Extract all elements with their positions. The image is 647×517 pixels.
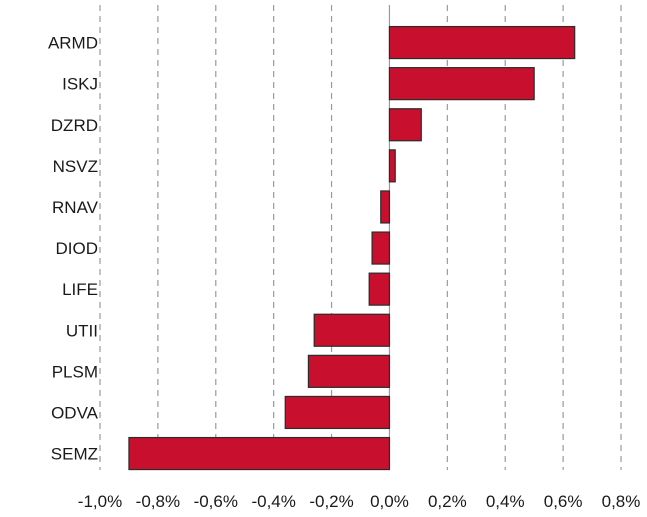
category-label: ISKJ [62,75,98,94]
category-label: NSVZ [53,157,98,176]
category-label: SEMZ [51,445,98,464]
x-tick-label: -0,6% [194,492,238,511]
category-label: DZRD [51,116,98,135]
x-tick-label: 0,0% [370,492,409,511]
category-label: DIOD [56,239,99,258]
bar-utii [313,313,391,347]
bar-armd [388,25,576,60]
bar-semz [128,436,391,471]
bar-diod [371,231,391,265]
bars [128,25,576,471]
x-tick-label: 0,4% [486,492,525,511]
x-tick-label: -0,8% [136,492,180,511]
bar-rnav [380,190,391,224]
category-label: ARMD [48,34,98,53]
bar-life [368,272,391,306]
bar-iskj [388,67,535,101]
bar-plsm [307,354,391,388]
bar-nsvz [388,149,396,183]
category-label: LIFE [62,280,98,299]
x-tick-label: 0,6% [544,492,583,511]
x-tick-label: -0,4% [251,492,295,511]
x-tick-label: -1,0% [78,492,122,511]
category-label: RNAV [52,198,99,217]
x-tick-label: 0,8% [602,492,641,511]
bar-dzrd [388,108,422,142]
category-label: PLSM [52,362,98,381]
x-tick-label: 0,2% [428,492,467,511]
category-label: UTII [66,321,98,340]
x-tick-labels: -1,0% -0,8% -0,6% -0,4% -0,2% 0,0% 0,2% 0,4% 0,6… [78,492,641,511]
category-label: ODVA [51,403,99,422]
bar-odva [284,395,391,430]
x-tick-label: -0,2% [309,492,353,511]
category-labels: ARMD ISKJ DZRD NSVZ RNAV DIOD LIFE UTII PLSM ODVA… [48,34,99,464]
